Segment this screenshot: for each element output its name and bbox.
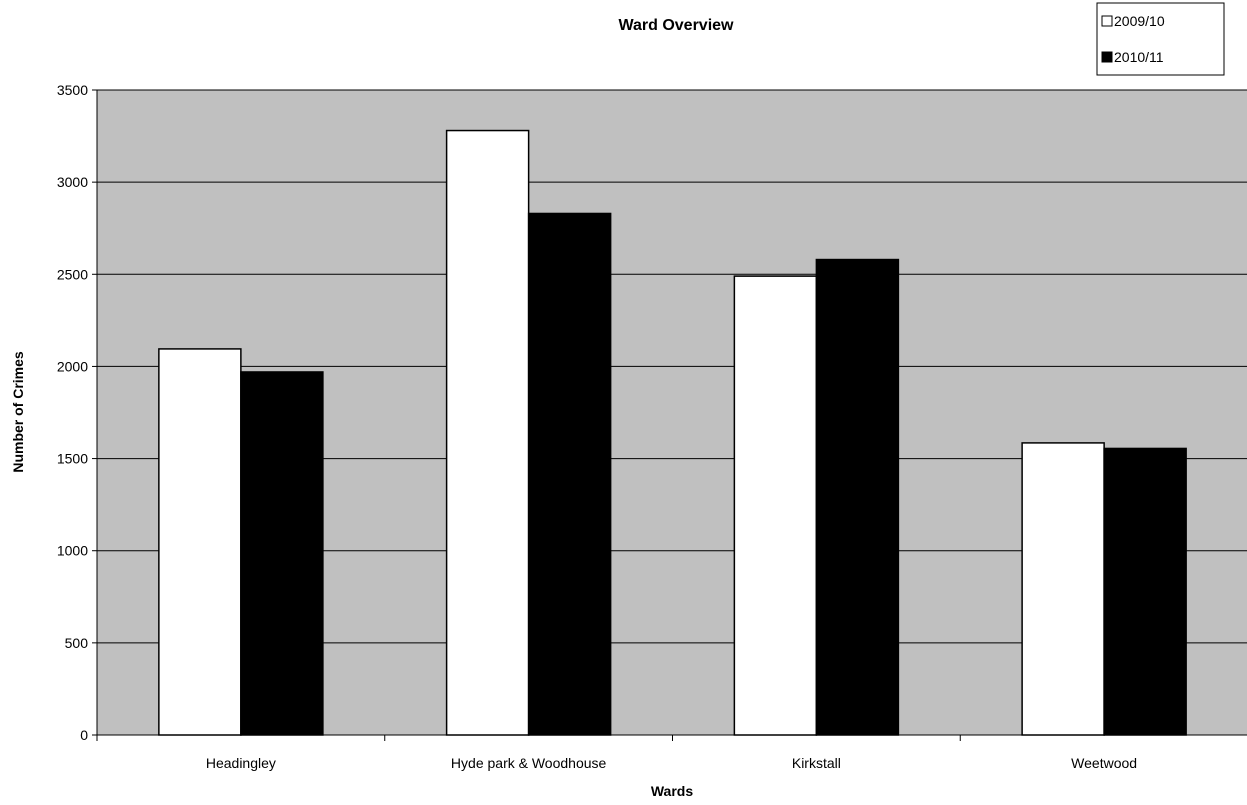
y-tick-label: 500 [65,635,89,651]
chart-title: Ward Overview [618,17,734,34]
legend-box [1096,2,1225,76]
x-tick-label: Hyde park & Woodhouse [451,755,607,771]
bar-2009-10-kirkstall [733,275,818,736]
x-tick-label: Headingley [206,755,276,771]
y-axis-ticks: 0 500 1000 1500 2000 2500 3000 3500 [57,82,97,743]
x-axis-title: Wards [651,783,693,799]
legend-label-series-0: 2009/10 [1114,13,1165,29]
bar-2010-11-hyde-park-woodhouse [527,212,612,736]
x-tick-label: Weetwood [1071,755,1137,771]
y-tick-label: 3000 [57,174,88,190]
y-tick-label: 2000 [57,358,88,374]
bar-2009-10-headingley [158,348,242,736]
bar-2010-11-kirkstall [815,258,900,736]
bar-2009-10-hyde-park-woodhouse [445,129,530,736]
legend: 2009/10 2010/11 [1096,2,1225,76]
bar-2010-11-weetwood [1103,447,1187,736]
legend-swatch-series-1 [1101,51,1113,63]
y-tick-label: 2500 [57,266,88,282]
y-tick-label: 0 [80,727,88,743]
legend-label-series-1: 2010/11 [1114,49,1164,65]
x-axis-ticks: Headingley Hyde park & Woodhouse Kirkstall… [96,735,1137,771]
bar-2009-10-weetwood [1021,442,1105,736]
y-tick-label: 3500 [57,82,88,98]
legend-swatch-series-0 [1101,15,1113,27]
y-tick-label: 1500 [57,451,88,467]
y-axis-title: Number of Crimes [10,351,26,473]
bar-2010-11-headingley [240,371,324,736]
y-tick-label: 1000 [57,543,88,559]
x-tick-label: Kirkstall [792,755,841,771]
